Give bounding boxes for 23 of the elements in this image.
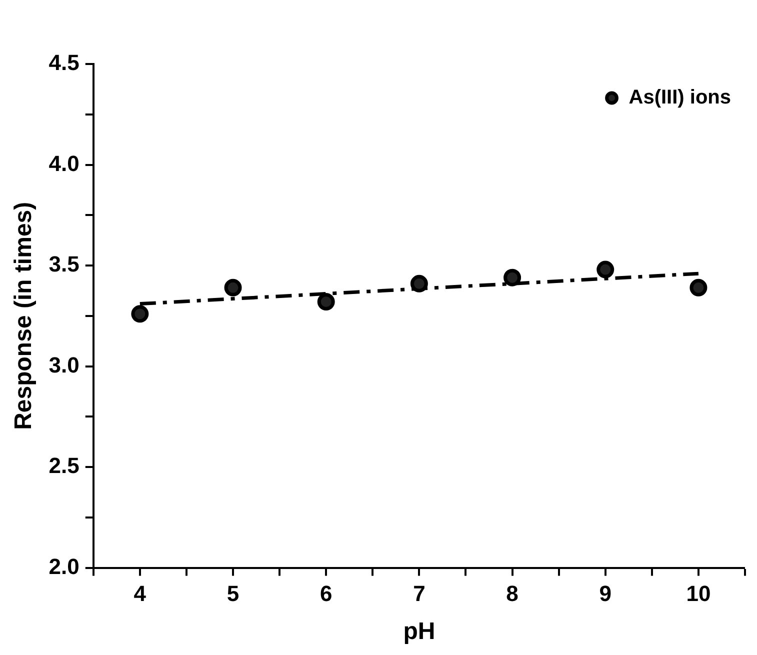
y-tick-label: 4.0 — [48, 150, 80, 176]
legend-label: As(III) ions — [628, 86, 732, 109]
x-tick-label: 8 — [506, 581, 518, 606]
y-tick-label: 4.5 — [48, 50, 80, 76]
x-axis-title: pH — [403, 618, 436, 646]
point — [596, 260, 614, 278]
point — [504, 268, 522, 286]
point — [410, 274, 428, 292]
x-tick-label: 7 — [413, 581, 426, 606]
y-tick-label: 2.5 — [48, 453, 80, 478]
y-tick-label: 2.0 — [48, 554, 80, 579]
y-tick-label: 3.0 — [48, 352, 80, 378]
x-tick-label: 10 — [686, 581, 711, 606]
x-tick-label: 9 — [599, 581, 612, 606]
x-tick-label: 5 — [226, 581, 240, 606]
point — [317, 293, 335, 311]
y-tick-label: 3.5 — [48, 252, 80, 277]
point — [690, 278, 708, 296]
point — [224, 278, 242, 296]
point — [131, 305, 149, 323]
x-tick-label: 4 — [134, 581, 147, 606]
x-tick-label: 6 — [320, 581, 332, 606]
y-axis-title: Response (in times) — [10, 202, 38, 430]
